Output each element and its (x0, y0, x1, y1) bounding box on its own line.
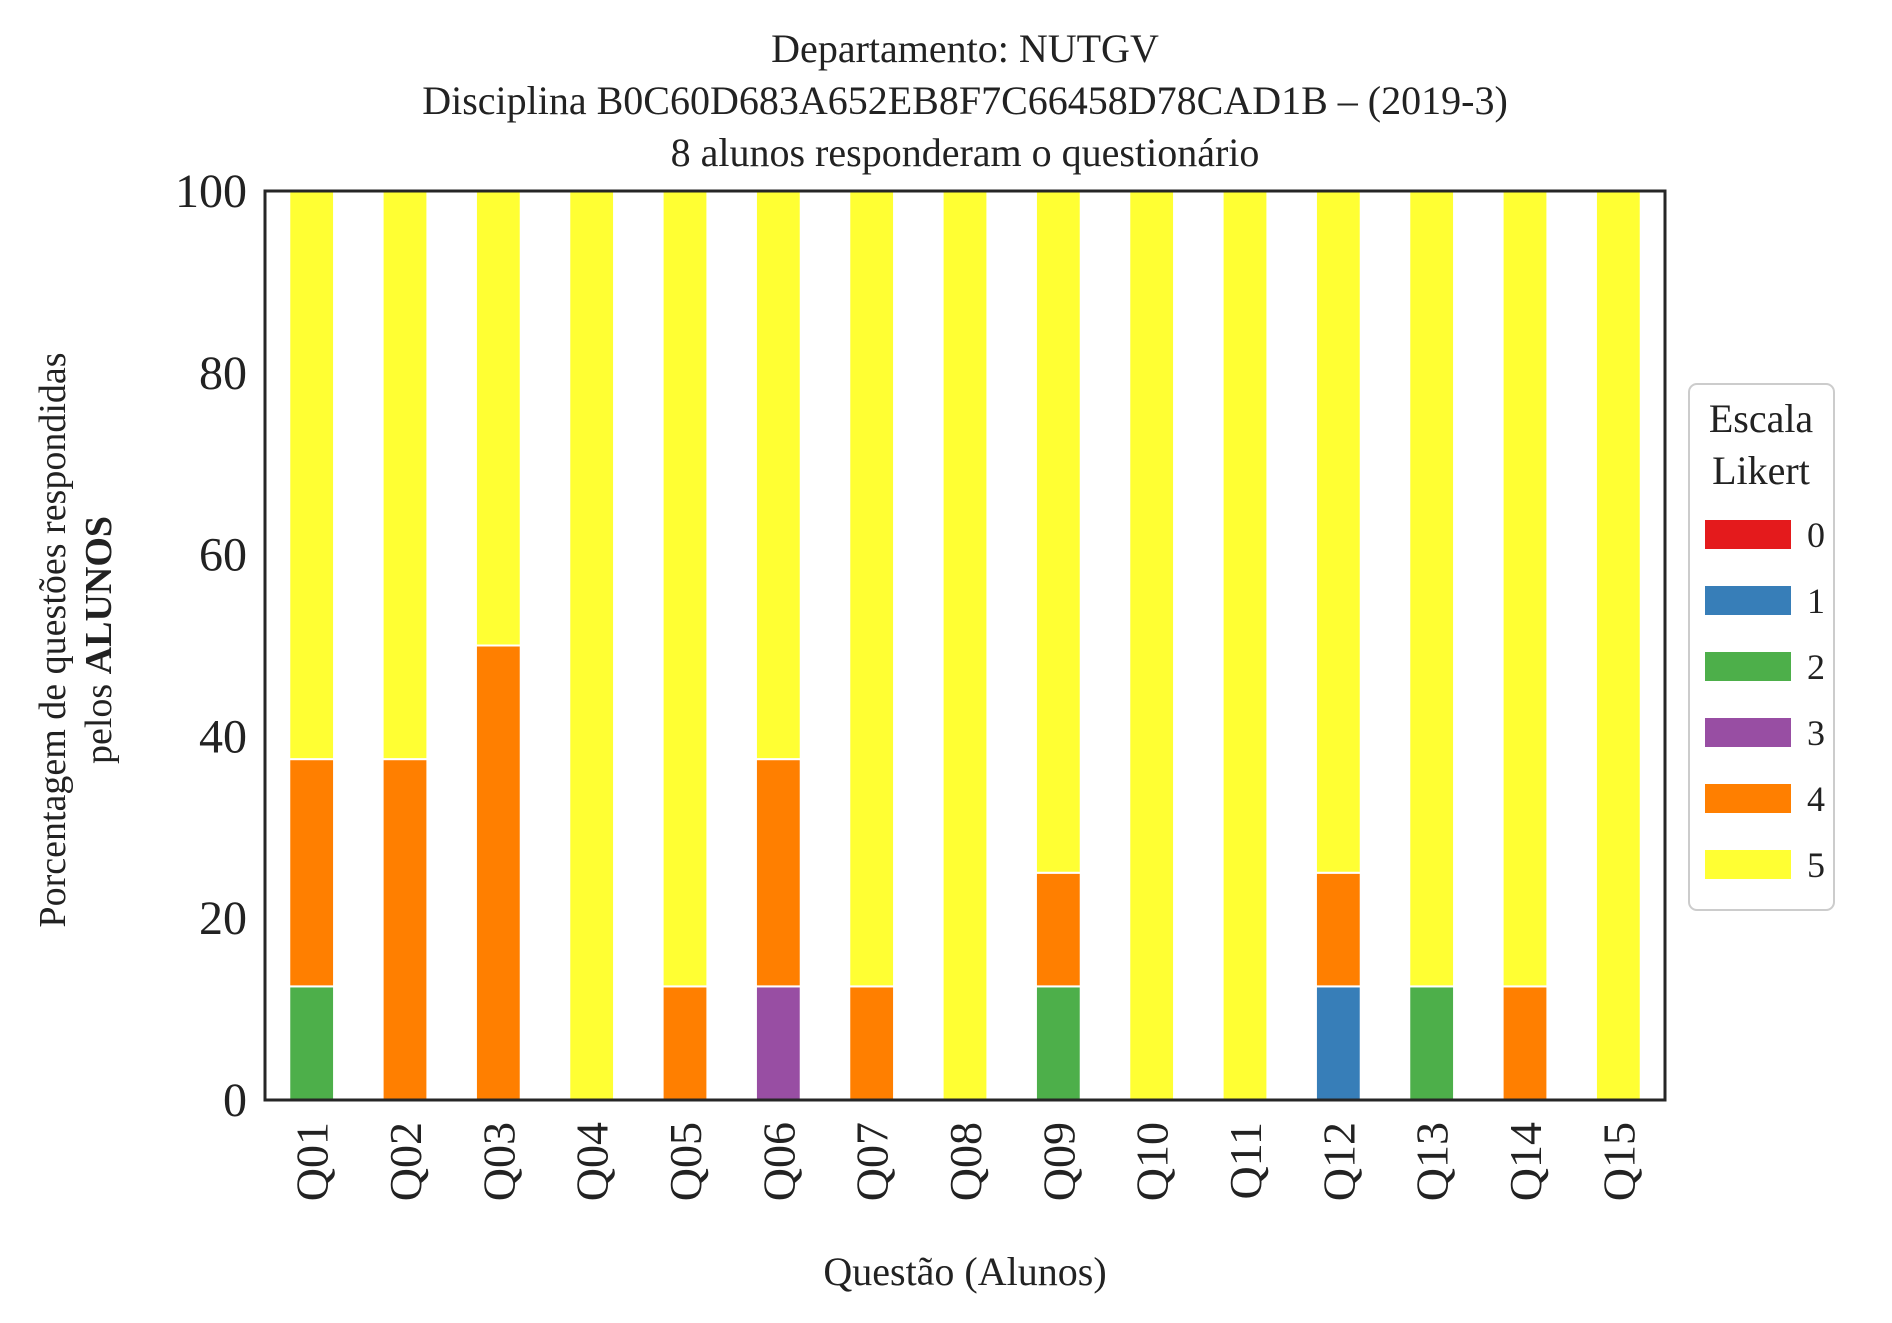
legend-swatch-4 (1705, 784, 1791, 813)
bar-segment-q04-likert-5 (568, 190, 616, 1101)
bar-segment-q07-likert-4 (848, 985, 896, 1101)
y-axis-label-prefix: pelos (78, 674, 120, 764)
bar-segment-q12-likert-1 (1314, 985, 1362, 1101)
y-axis-label-line-1: Porcentagem de questões respondidas (32, 352, 74, 927)
y-tick-label: 40 (199, 710, 247, 763)
y-tick-label: 20 (199, 892, 247, 945)
legend-label-4: 4 (1807, 779, 1825, 819)
legend-swatch-5 (1705, 850, 1791, 879)
title-line-1: Departamento: NUTGV (771, 26, 1159, 71)
y-tick-label: 80 (199, 347, 247, 400)
bar-segment-q01-likert-2 (288, 985, 336, 1101)
x-tick-label-q10: Q10 (1127, 1122, 1178, 1201)
x-tick-label-q13: Q13 (1407, 1122, 1458, 1201)
legend-title-line-1: Escala (1709, 396, 1814, 441)
x-tick-label-q05: Q05 (660, 1122, 711, 1201)
legend-swatch-2 (1705, 652, 1791, 681)
bar-segment-q03-likert-5 (474, 190, 522, 647)
x-tick-label-q04: Q04 (567, 1122, 618, 1201)
bar-segment-q07-likert-5 (848, 190, 896, 988)
bar-segment-q14-likert-4 (1501, 985, 1549, 1101)
y-tick-label: 0 (223, 1074, 247, 1127)
legend-label-2: 2 (1807, 647, 1825, 687)
bar-segment-q06-likert-3 (754, 985, 802, 1101)
x-tick-label-q14: Q14 (1500, 1122, 1551, 1201)
bar-segment-q02-likert-4 (381, 758, 429, 1101)
x-axis-label: Questão (Alunos) (823, 1249, 1106, 1294)
x-tick-label-q08: Q08 (940, 1122, 991, 1201)
y-axis-label: Porcentagem de questões respondidas pelo… (32, 352, 120, 927)
legend-label-5: 5 (1807, 845, 1825, 885)
bar-segment-q09-likert-2 (1034, 985, 1082, 1101)
y-tick-label: 100 (175, 165, 247, 218)
y-tick-label: 60 (199, 529, 247, 582)
x-tick-label-q15: Q15 (1593, 1122, 1644, 1201)
bar-segment-q06-likert-4 (754, 758, 802, 988)
bars-group (288, 190, 1642, 1101)
bar-segment-q09-likert-5 (1034, 190, 1082, 874)
bar-segment-q13-likert-5 (1408, 190, 1456, 988)
x-tick-label-q01: Q01 (287, 1122, 338, 1201)
legend-label-3: 3 (1807, 713, 1825, 753)
legend: Escala Likert 0 1 2 3 4 5 (1688, 383, 1835, 911)
legend-label-1: 1 (1807, 581, 1825, 621)
legend-label-0: 0 (1807, 515, 1825, 555)
x-tick-label-q03: Q03 (473, 1122, 524, 1201)
legend-items: 0 1 2 3 4 5 (1705, 515, 1825, 885)
bar-segment-q11-likert-5 (1221, 190, 1269, 1101)
x-ticks-group: Q01 Q02 Q03 Q04 Q05 Q06 Q07 Q08 Q09 Q10 Q11 Q12 Q13 Q… (287, 1122, 1645, 1201)
x-tick-label-q02: Q02 (380, 1122, 431, 1201)
x-tick-label-q11: Q11 (1220, 1122, 1271, 1200)
bar-segment-q13-likert-2 (1408, 985, 1456, 1101)
title-line-2: Disciplina B0C60D683A652EB8F7C66458D78CA… (422, 78, 1508, 123)
bar-segment-q02-likert-5 (381, 190, 429, 761)
bar-segment-q10-likert-5 (1128, 190, 1176, 1101)
legend-title-line-2: Likert (1712, 448, 1810, 493)
bar-segment-q06-likert-5 (754, 190, 802, 761)
title-line-3: 8 alunos responderam o questionário (671, 130, 1260, 175)
bar-segment-q12-likert-5 (1314, 190, 1362, 874)
bar-segment-q03-likert-4 (474, 644, 522, 1101)
bar-segment-q12-likert-4 (1314, 871, 1362, 988)
x-tick-label-q06: Q06 (753, 1122, 804, 1201)
bar-segment-q15-likert-5 (1594, 190, 1642, 1101)
y-axis-label-bold: ALUNOS (78, 516, 120, 674)
chart-title: Departamento: NUTGV Disciplina B0C60D683… (422, 26, 1508, 175)
plot-frame (263, 189, 1667, 1102)
bar-segment-q05-likert-4 (661, 985, 709, 1101)
y-ticks-group: 0 20 40 60 80 100 (175, 165, 247, 1127)
bar-segment-q01-likert-4 (288, 758, 336, 988)
legend-frame (1688, 383, 1835, 911)
legend-swatch-3 (1705, 718, 1791, 747)
x-tick-label-q07: Q07 (847, 1122, 898, 1201)
bar-segment-q05-likert-5 (661, 190, 709, 988)
bar-segment-q09-likert-4 (1034, 871, 1082, 988)
bar-segment-q01-likert-5 (288, 190, 336, 761)
bar-segment-q08-likert-5 (941, 190, 989, 1101)
x-tick-label-q12: Q12 (1313, 1122, 1364, 1201)
x-tick-label-q09: Q09 (1033, 1122, 1084, 1201)
legend-swatch-1 (1705, 586, 1791, 615)
y-axis-label-line-2: pelos ALUNOS (78, 516, 120, 764)
bar-segment-q14-likert-5 (1501, 190, 1549, 988)
legend-swatch-0 (1705, 520, 1791, 549)
